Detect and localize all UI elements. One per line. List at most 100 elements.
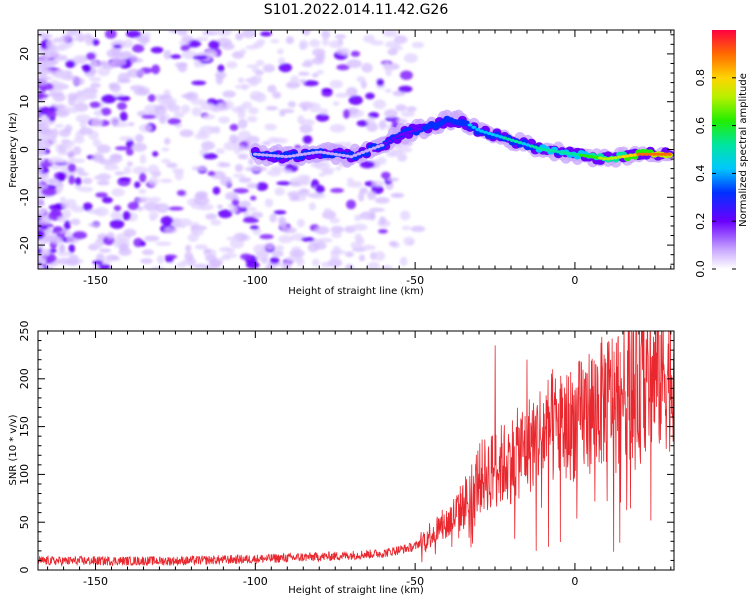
noise-blob bbox=[89, 82, 101, 89]
noise-blob bbox=[269, 213, 277, 223]
noise-blob bbox=[57, 151, 72, 156]
noise-blob bbox=[269, 257, 280, 264]
spectrogram-ylabel: Frequency (Hz) bbox=[8, 112, 19, 188]
y-tick-label: 250 bbox=[18, 321, 31, 342]
ridge-core bbox=[559, 150, 565, 154]
noise-blob bbox=[43, 69, 54, 74]
noise-blob bbox=[218, 116, 230, 124]
ridge-core bbox=[256, 152, 262, 157]
ridge-core bbox=[310, 151, 316, 155]
noise-blob bbox=[92, 265, 100, 269]
ridge-core bbox=[544, 148, 550, 152]
y-tick-label: -10 bbox=[18, 188, 31, 206]
noise-blob bbox=[264, 123, 277, 131]
noise-blob bbox=[396, 147, 413, 153]
noise-blob bbox=[159, 115, 167, 125]
ridge-core bbox=[628, 153, 634, 158]
ridge-core bbox=[367, 147, 373, 152]
noise-blob bbox=[309, 192, 326, 199]
noise-blob bbox=[154, 203, 170, 213]
noise-blob bbox=[255, 250, 270, 258]
noise-blob bbox=[89, 101, 101, 109]
noise-blob bbox=[367, 261, 380, 269]
y-tick-label: 20 bbox=[18, 47, 31, 61]
ridge-core bbox=[283, 154, 289, 159]
noise-blob bbox=[38, 137, 48, 142]
noise-blob bbox=[111, 188, 125, 197]
ridge-core bbox=[383, 141, 389, 145]
noise-blob bbox=[247, 115, 258, 123]
snr-frame bbox=[37, 330, 675, 571]
noise-blob bbox=[329, 79, 343, 89]
ridge-core bbox=[406, 130, 412, 134]
x-tick-label: -150 bbox=[83, 575, 108, 588]
ridge-core bbox=[425, 124, 431, 129]
ridge-core bbox=[667, 152, 673, 156]
noise-blob bbox=[363, 34, 375, 43]
noise-blob bbox=[368, 207, 385, 213]
noise-blob bbox=[229, 238, 245, 249]
noise-blob bbox=[136, 206, 144, 212]
noise-blob bbox=[254, 92, 267, 103]
noise-blob bbox=[135, 198, 147, 203]
x-tick-label: -50 bbox=[406, 575, 424, 588]
noise-blob bbox=[317, 237, 333, 243]
noise-blob bbox=[215, 148, 225, 155]
noise-blob bbox=[411, 41, 425, 49]
noise-blob bbox=[161, 158, 171, 164]
noise-blob bbox=[385, 150, 398, 158]
noise-blob bbox=[113, 44, 122, 49]
noise-blob bbox=[203, 248, 212, 254]
noise-blob bbox=[297, 178, 309, 185]
noise-blob bbox=[141, 114, 157, 119]
ridge-core bbox=[624, 154, 630, 158]
noise-blob bbox=[381, 264, 393, 269]
noise-blob bbox=[191, 106, 203, 117]
noise-blob bbox=[346, 59, 362, 69]
noise-blob bbox=[264, 264, 275, 269]
ridge-core bbox=[456, 119, 462, 123]
ridge-core bbox=[597, 156, 603, 160]
noise-blob bbox=[38, 201, 46, 207]
noise-blob bbox=[308, 202, 316, 211]
noise-blob bbox=[309, 39, 321, 48]
noise-blob bbox=[73, 31, 83, 37]
noise-blob bbox=[384, 88, 392, 93]
noise-blob bbox=[241, 101, 253, 109]
colorbar-ticks: 0.0 0.2 0.4 0.6 0.8 bbox=[694, 69, 736, 278]
noise-blob bbox=[217, 209, 233, 219]
noise-blob bbox=[386, 177, 399, 182]
noise-blob bbox=[65, 60, 76, 69]
noise-blob bbox=[55, 69, 67, 80]
noise-blob bbox=[237, 112, 246, 119]
ridge-core bbox=[590, 155, 596, 159]
noise-blob bbox=[38, 208, 48, 214]
y-tick-label: 10 bbox=[18, 95, 31, 109]
noise-blob bbox=[237, 130, 252, 141]
noise-blob bbox=[72, 77, 85, 86]
ridge-core bbox=[421, 126, 427, 130]
noise-blob bbox=[231, 199, 240, 207]
noise-blob bbox=[219, 246, 232, 253]
noise-blob bbox=[299, 124, 313, 134]
noise-blob bbox=[47, 234, 59, 242]
spectrogram-plot-area bbox=[38, 30, 674, 269]
noise-blob bbox=[365, 92, 375, 100]
noise-blob bbox=[110, 116, 121, 126]
ridge-core bbox=[348, 155, 354, 159]
noise-blob bbox=[38, 78, 48, 86]
noise-blob bbox=[61, 201, 70, 209]
colorbar-tick-label: 0.6 bbox=[694, 117, 707, 135]
noise-blob bbox=[86, 52, 96, 61]
noise-blob bbox=[127, 201, 139, 211]
noise-blob bbox=[192, 55, 208, 60]
noise-blob bbox=[180, 259, 197, 265]
noise-blob bbox=[120, 50, 133, 59]
noise-blob bbox=[60, 34, 71, 43]
noise-blob bbox=[371, 185, 384, 195]
ridge-core bbox=[482, 130, 488, 134]
ridge-core bbox=[394, 134, 400, 138]
noise-blob bbox=[246, 183, 259, 189]
noise-blob bbox=[323, 207, 332, 214]
colorbar-tick-label: 0.0 bbox=[694, 260, 707, 278]
